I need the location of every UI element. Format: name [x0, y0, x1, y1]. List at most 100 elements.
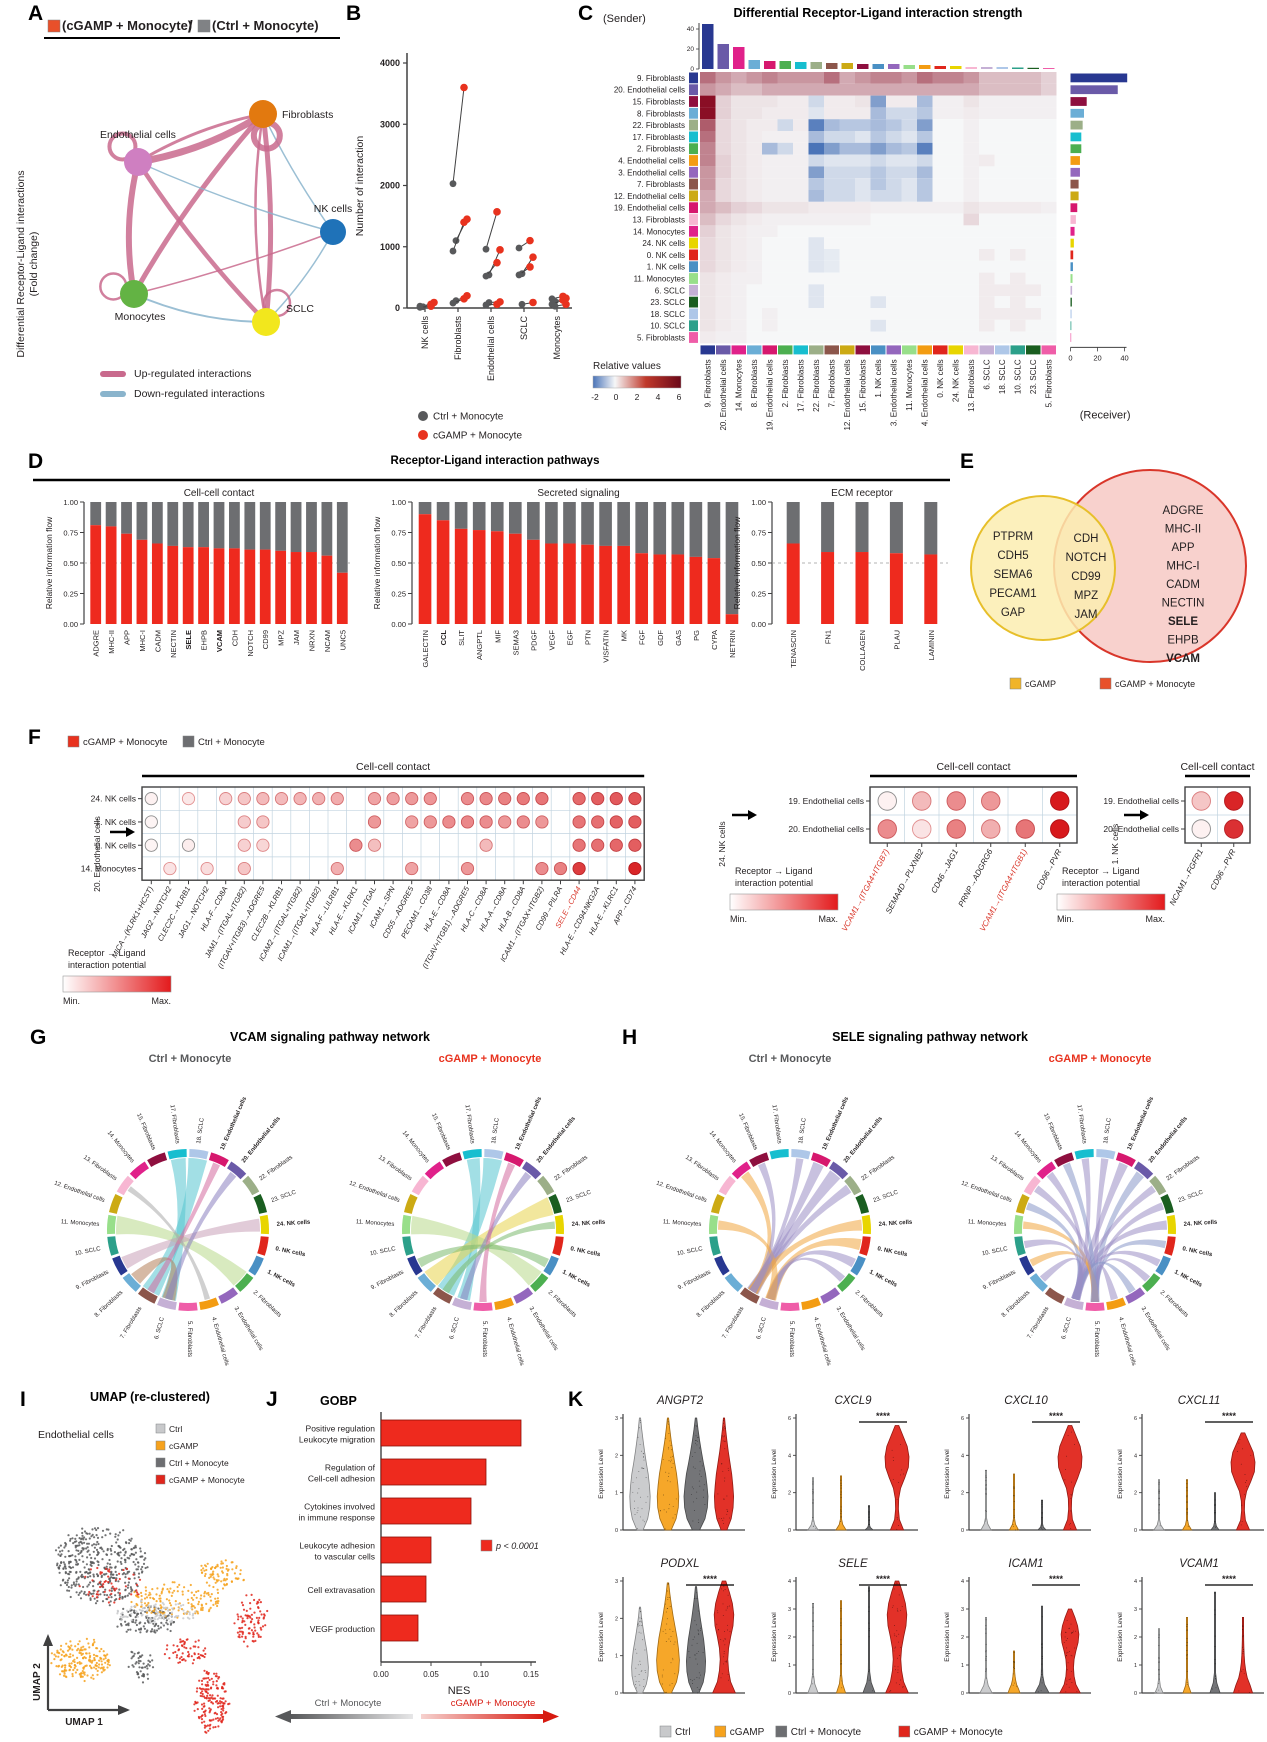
umap-point	[125, 1630, 128, 1633]
heat-cell	[715, 154, 731, 167]
violin-dot	[1013, 1501, 1015, 1503]
umap-point	[60, 1553, 63, 1556]
umap-point	[238, 1630, 242, 1633]
umap-point	[114, 1578, 118, 1581]
umap-point	[114, 1565, 117, 1568]
y-tick-label: 2000	[380, 181, 400, 191]
umap-point	[205, 1581, 208, 1584]
heat-cell	[1010, 72, 1026, 84]
ctrl-dot	[449, 180, 457, 188]
chord-segment	[407, 1255, 423, 1276]
colorbar-tick: 2	[635, 392, 640, 402]
umap-point	[98, 1659, 101, 1662]
gobp-label: Cell-cell adhesion	[308, 1474, 375, 1484]
umap-point	[195, 1596, 198, 1599]
violin-dot	[840, 1509, 842, 1511]
interaction-dot	[144, 792, 158, 806]
violin-dot	[985, 1489, 987, 1491]
chord-segment	[850, 1255, 866, 1276]
bar-label: VCAM	[215, 630, 224, 652]
chord-segment	[1149, 1175, 1167, 1196]
violin-dot	[1068, 1686, 1070, 1688]
umap-point	[82, 1585, 85, 1589]
umap-point	[57, 1566, 61, 1569]
interaction-dot	[237, 815, 251, 829]
violin-dot	[1041, 1528, 1043, 1530]
legend-swatch	[155, 1457, 166, 1468]
umap-point	[80, 1590, 83, 1593]
umap-point	[208, 1608, 211, 1611]
violin-dot	[868, 1514, 870, 1516]
heat-cell	[979, 190, 995, 202]
violin-dot	[695, 1435, 697, 1437]
heat-cell	[917, 225, 933, 238]
row-color-strip	[689, 178, 698, 190]
heat-cell	[963, 331, 979, 344]
chord-label: 3. Endothelial cells	[1140, 1306, 1171, 1352]
violin-dot	[721, 1436, 723, 1438]
gray-bar	[90, 502, 102, 526]
umap-point	[80, 1653, 83, 1656]
col-label: 6. SCLC	[983, 359, 992, 389]
umap-point	[170, 1594, 173, 1597]
umap-point	[236, 1577, 239, 1581]
umap-point	[77, 1647, 80, 1650]
umap-point	[113, 1576, 116, 1580]
interaction-dot	[1191, 819, 1211, 839]
violin-dot	[642, 1467, 644, 1469]
violin-dot	[1158, 1689, 1160, 1691]
umap-point	[248, 1615, 251, 1618]
umap-point	[86, 1674, 89, 1677]
col-color-strip	[1026, 345, 1041, 355]
heat-cell	[963, 319, 979, 332]
sender-bar	[919, 65, 931, 69]
bar-label: ADGRE	[92, 630, 101, 657]
bar-label: MHC-II	[107, 630, 116, 654]
umap-point	[137, 1651, 140, 1654]
gobp-label: to vascular cells	[315, 1552, 375, 1562]
violin-dot	[640, 1611, 642, 1613]
heat-cell	[731, 178, 747, 190]
heat-cell	[963, 296, 979, 308]
umap-point	[205, 1602, 208, 1605]
violin-dot	[812, 1644, 814, 1646]
violin-dot	[900, 1474, 901, 1476]
umap-point	[187, 1601, 190, 1605]
violin-dot	[700, 1627, 701, 1629]
violin	[807, 1477, 819, 1531]
violin-dot	[703, 1489, 705, 1491]
chord-ribbon	[147, 1162, 221, 1294]
umap-point	[203, 1702, 206, 1705]
violin-dot	[1074, 1647, 1076, 1649]
chord-label: 1. NK cells	[266, 1269, 296, 1289]
violin-dot	[1041, 1523, 1043, 1525]
chord-segment	[739, 1287, 760, 1304]
umap-point	[79, 1597, 83, 1600]
chord-segment	[529, 1273, 549, 1292]
umap-point	[130, 1650, 133, 1653]
umap-point	[114, 1535, 117, 1538]
violin-dot	[1064, 1631, 1066, 1633]
umap-point	[126, 1609, 129, 1612]
umap-point	[106, 1653, 109, 1656]
violin-dot	[635, 1680, 637, 1682]
heat-cell	[979, 296, 995, 308]
heat-cell	[762, 237, 778, 249]
heat-cell	[994, 119, 1010, 131]
violin-dot	[697, 1632, 699, 1634]
heat-cell	[917, 249, 933, 261]
umap-point	[187, 1589, 190, 1592]
umap-point	[210, 1677, 213, 1680]
umap-point	[118, 1572, 121, 1575]
violin-dot	[1066, 1455, 1068, 1457]
umap-point	[260, 1613, 263, 1616]
interaction-dot	[442, 815, 456, 829]
red-bar	[527, 539, 540, 624]
violin-dot	[1070, 1494, 1072, 1496]
heat-cell	[917, 72, 933, 84]
heat-cell	[731, 237, 747, 249]
umap-point	[257, 1621, 260, 1625]
heat-cell	[1025, 154, 1041, 167]
violin-dot	[1041, 1643, 1043, 1645]
umap-point	[242, 1578, 245, 1581]
